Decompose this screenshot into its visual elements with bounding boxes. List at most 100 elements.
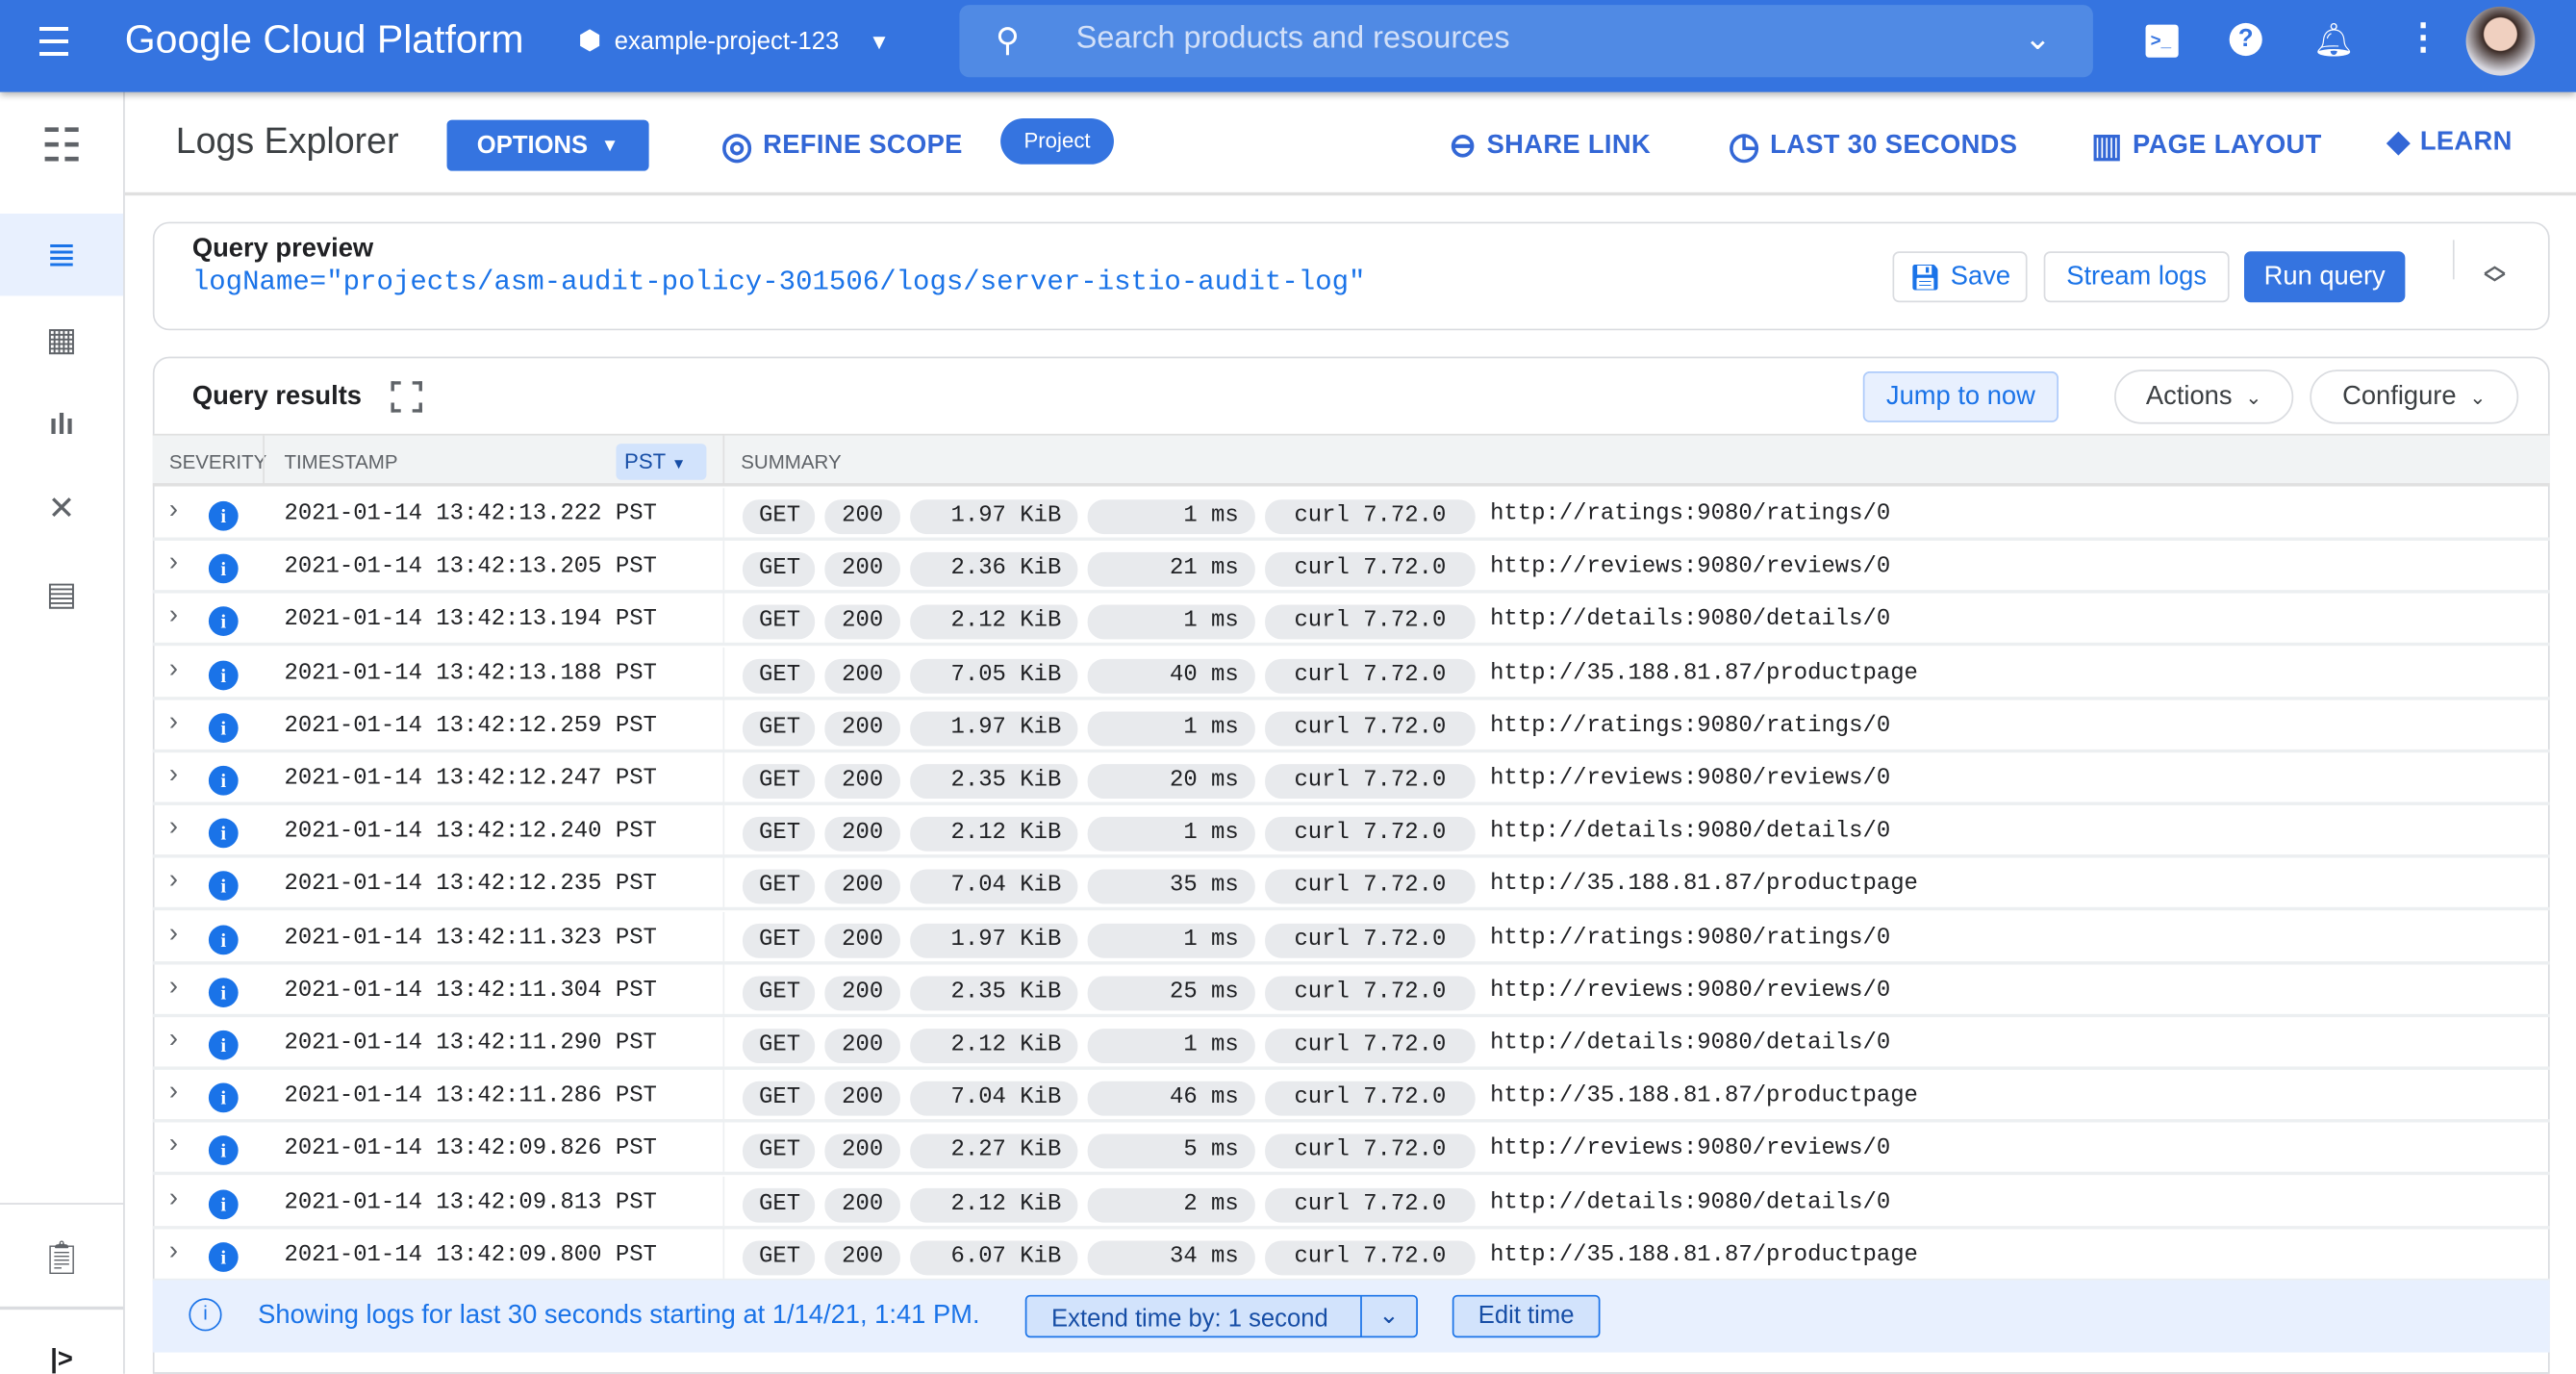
fullscreen-icon[interactable] — [391, 381, 422, 413]
summary-chip-status[interactable]: 200 — [824, 552, 900, 588]
sidebar-release-notes-icon[interactable]: 📋︎ — [40, 1239, 83, 1277]
notifications-bell-icon[interactable]: 🔔︎ — [2312, 22, 2356, 60]
expand-row-chevron-icon[interactable]: › — [168, 866, 179, 895]
summary-chip-status[interactable]: 200 — [824, 817, 900, 852]
summary-chip-status[interactable]: 200 — [824, 1240, 900, 1275]
chevron-down-icon[interactable]: ⌄ — [2024, 21, 2052, 58]
sidebar-metrics-icon[interactable]: ılı — [49, 406, 74, 440]
summary-chip-status[interactable]: 200 — [824, 1081, 900, 1116]
table-row[interactable]: › i 2021-01-14 13:42:11.290 PST GET 200 2.12 … — [152, 1017, 2550, 1070]
summary-chip-latency[interactable]: 35 ms — [1087, 870, 1255, 905]
summary-chip-size[interactable]: 1.97 KiB — [910, 711, 1078, 747]
refine-scope-button[interactable]: ◎ REFINE SCOPE — [721, 125, 963, 167]
summary-chip-method[interactable]: GET — [742, 764, 816, 800]
summary-chip-status[interactable]: 200 — [824, 1029, 900, 1064]
summary-chip-size[interactable]: 2.12 KiB — [910, 817, 1078, 852]
expand-row-chevron-icon[interactable]: › — [168, 1078, 179, 1107]
share-link-button[interactable]: ⊖ SHARE LINK — [1449, 125, 1651, 166]
summary-chip-latency[interactable]: 1 ms — [1087, 499, 1255, 535]
expand-row-chevron-icon[interactable]: › — [168, 496, 179, 524]
table-row[interactable]: › i 2021-01-14 13:42:09.813 PST GET 200 2.12 … — [152, 1176, 2550, 1229]
table-row[interactable]: › i 2021-01-14 13:42:12.235 PST GET 200 7.04 … — [152, 858, 2550, 911]
summary-chip-agent[interactable]: curl 7.72.0 — [1265, 1081, 1476, 1116]
summary-chip-agent[interactable]: curl 7.72.0 — [1265, 499, 1476, 535]
user-avatar[interactable] — [2465, 6, 2536, 76]
summary-chip-size[interactable]: 2.35 KiB — [910, 764, 1078, 800]
table-row[interactable]: › i 2021-01-14 13:42:13.194 PST GET 200 2.12 … — [152, 594, 2550, 647]
expand-row-chevron-icon[interactable]: › — [168, 760, 179, 789]
summary-chip-latency[interactable]: 46 ms — [1087, 1081, 1255, 1116]
actions-menu-button[interactable]: Actions ⌄ — [2114, 369, 2294, 424]
column-header-severity[interactable]: SEVERITY — [168, 449, 267, 473]
expand-row-chevron-icon[interactable]: › — [168, 601, 179, 630]
summary-chip-method[interactable]: GET — [742, 923, 816, 958]
summary-chip-method[interactable]: GET — [742, 552, 816, 588]
summary-chip-agent[interactable]: curl 7.72.0 — [1265, 1187, 1476, 1222]
run-query-button[interactable]: Run query — [2244, 251, 2406, 303]
summary-chip-size[interactable]: 2.12 KiB — [910, 605, 1078, 641]
column-header-timestamp[interactable]: TIMESTAMP — [284, 449, 398, 473]
summary-chip-agent[interactable]: curl 7.72.0 — [1265, 870, 1476, 905]
expand-sidebar-icon[interactable]: |> — [50, 1345, 73, 1374]
summary-chip-agent[interactable]: curl 7.72.0 — [1265, 923, 1476, 958]
expand-collapse-icon[interactable]: ︿ ﹀ — [2484, 253, 2506, 296]
edit-time-button[interactable]: Edit time — [1452, 1294, 1601, 1338]
summary-chip-method[interactable]: GET — [742, 817, 816, 852]
summary-chip-method[interactable]: GET — [742, 1134, 816, 1169]
table-row[interactable]: › i 2021-01-14 13:42:11.304 PST GET 200 2.35 … — [152, 964, 2550, 1017]
summary-chip-size[interactable]: 7.05 KiB — [910, 658, 1078, 694]
sidebar-storage-icon[interactable]: ▤ — [45, 575, 78, 613]
query-text[interactable]: logName="projects/asm-audit-policy-30150… — [191, 267, 1366, 299]
save-button[interactable]: 💾︎ Save — [1892, 251, 2028, 303]
options-button[interactable]: OPTIONS ▼ — [446, 119, 649, 171]
search-input[interactable]: ⚲ Search products and resources ⌄ — [959, 5, 2093, 78]
configure-menu-button[interactable]: Configure ⌄ — [2310, 369, 2519, 424]
expand-row-chevron-icon[interactable]: › — [168, 1025, 179, 1054]
summary-chip-latency[interactable]: 1 ms — [1087, 923, 1255, 958]
table-row[interactable]: › i 2021-01-14 13:42:13.222 PST GET 200 1.97 … — [152, 488, 2550, 541]
summary-chip-latency[interactable]: 2 ms — [1087, 1187, 1255, 1222]
sidebar-router-icon[interactable]: ✕ — [47, 490, 76, 527]
cloud-shell-icon[interactable]: >_ — [2145, 24, 2179, 58]
summary-chip-size[interactable]: 7.04 KiB — [910, 870, 1078, 905]
table-row[interactable]: › i 2021-01-14 13:42:11.286 PST GET 200 7.04 … — [152, 1070, 2550, 1123]
summary-chip-method[interactable]: GET — [742, 1081, 816, 1116]
table-row[interactable]: › i 2021-01-14 13:42:12.259 PST GET 200 1.97 … — [152, 700, 2550, 752]
hamburger-menu-icon[interactable]: ☰ — [36, 21, 72, 66]
chevron-down-icon[interactable]: ⌄ — [1378, 1301, 1400, 1330]
summary-chip-status[interactable]: 200 — [824, 499, 900, 535]
summary-chip-latency[interactable]: 20 ms — [1087, 764, 1255, 800]
learn-button[interactable]: ◆ LEARN — [2387, 125, 2513, 160]
expand-row-chevron-icon[interactable]: › — [168, 1183, 179, 1212]
expand-row-chevron-icon[interactable]: › — [168, 1131, 179, 1159]
summary-chip-agent[interactable]: curl 7.72.0 — [1265, 1029, 1476, 1064]
summary-chip-method[interactable]: GET — [742, 1240, 816, 1275]
app-title[interactable]: Google Cloud Platform — [124, 17, 524, 63]
summary-chip-latency[interactable]: 1 ms — [1087, 711, 1255, 747]
summary-chip-status[interactable]: 200 — [824, 658, 900, 694]
summary-chip-size[interactable]: 2.27 KiB — [910, 1134, 1078, 1169]
table-row[interactable]: › i 2021-01-14 13:42:09.800 PST GET 200 6.07 … — [152, 1229, 2550, 1282]
expand-row-chevron-icon[interactable]: › — [168, 813, 179, 842]
table-row[interactable]: › i 2021-01-14 13:42:13.188 PST GET 200 7.05 … — [152, 647, 2550, 700]
summary-chip-status[interactable]: 200 — [824, 764, 900, 800]
summary-chip-status[interactable]: 200 — [824, 1134, 900, 1169]
summary-chip-method[interactable]: GET — [742, 499, 816, 535]
summary-chip-agent[interactable]: curl 7.72.0 — [1265, 764, 1476, 800]
summary-chip-agent[interactable]: curl 7.72.0 — [1265, 711, 1476, 747]
summary-chip-latency[interactable]: 1 ms — [1087, 1029, 1255, 1064]
summary-chip-method[interactable]: GET — [742, 976, 816, 1011]
table-row[interactable]: › i 2021-01-14 13:42:13.205 PST GET 200 2.36 … — [152, 541, 2550, 594]
extend-time-label[interactable]: Extend time by: 1 second — [1026, 1296, 1362, 1336]
summary-chip-status[interactable]: 200 — [824, 605, 900, 641]
summary-chip-status[interactable]: 200 — [824, 870, 900, 905]
summary-chip-agent[interactable]: curl 7.72.0 — [1265, 1240, 1476, 1275]
summary-chip-size[interactable]: 1.97 KiB — [910, 499, 1078, 535]
extend-time-button[interactable]: Extend time by: 1 second ⌄ — [1024, 1294, 1418, 1338]
summary-chip-agent[interactable]: curl 7.72.0 — [1265, 976, 1476, 1011]
page-layout-button[interactable]: ▥ PAGE LAYOUT — [2091, 125, 2321, 166]
summary-chip-method[interactable]: GET — [742, 870, 816, 905]
project-selector[interactable]: ⬢ example-project-123 ▼ — [578, 25, 890, 58]
stream-logs-button[interactable]: Stream logs — [2043, 251, 2230, 303]
summary-chip-latency[interactable]: 21 ms — [1087, 552, 1255, 588]
